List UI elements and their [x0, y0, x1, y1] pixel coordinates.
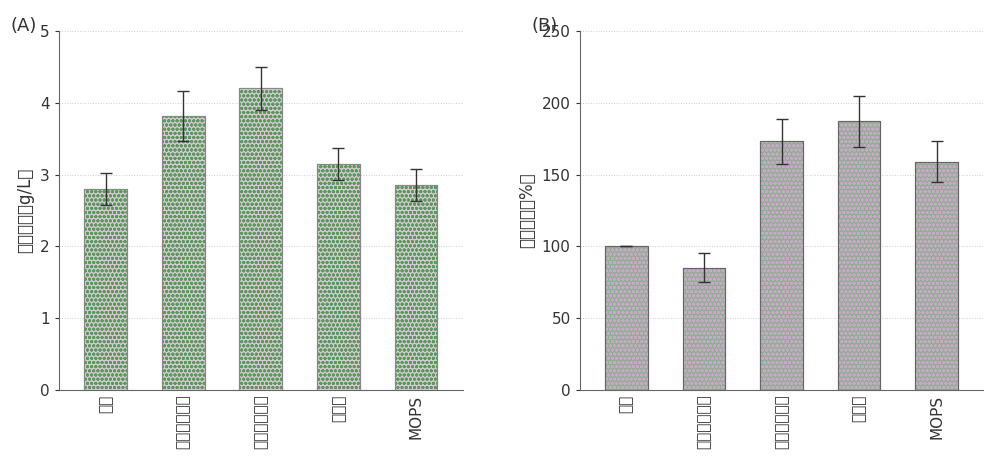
Bar [605, 246, 648, 390]
Bar [760, 142, 803, 390]
Bar [760, 142, 803, 390]
Bar [84, 189, 127, 390]
Text: (A): (A) [11, 17, 37, 34]
Bar [838, 122, 880, 390]
Bar [317, 164, 360, 390]
Bar [84, 189, 127, 390]
Bar [915, 162, 958, 390]
Bar [317, 164, 360, 390]
Bar [838, 122, 880, 390]
Bar [395, 185, 437, 390]
Bar [395, 185, 437, 390]
Bar [683, 268, 725, 390]
Bar [605, 246, 648, 390]
Bar [162, 116, 205, 390]
Bar [162, 116, 205, 390]
Bar [605, 246, 648, 390]
Bar [84, 189, 127, 390]
Bar [683, 268, 725, 390]
Bar [317, 164, 360, 390]
Text: (B): (B) [531, 17, 557, 34]
Bar [239, 89, 282, 390]
Bar [239, 89, 282, 390]
Bar [239, 89, 282, 390]
Bar [915, 162, 958, 390]
Bar [683, 268, 725, 390]
Bar [760, 142, 803, 390]
Y-axis label: 菌体干重（g/L）: 菌体干重（g/L） [17, 168, 35, 253]
Bar [395, 185, 437, 390]
Y-axis label: 相对酸活（%）: 相对酸活（%） [518, 172, 536, 248]
Bar [162, 116, 205, 390]
Bar [915, 162, 958, 390]
Bar [838, 122, 880, 390]
